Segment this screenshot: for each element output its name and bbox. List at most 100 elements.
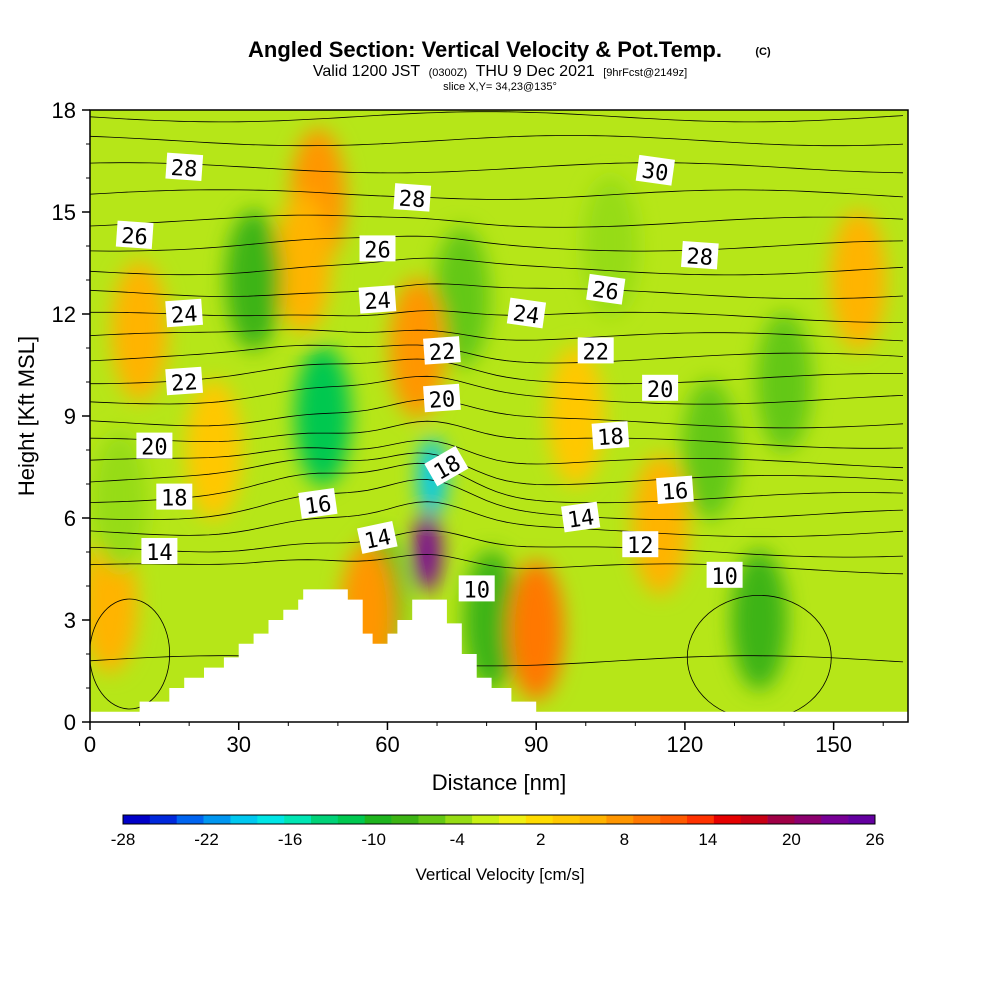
contour-label-text: 12 [627,534,654,559]
colorbar-swatch [123,815,151,824]
x-tick-label: 60 [375,732,399,757]
contour-label: 18 [591,421,630,452]
wvel-cell [185,380,242,520]
contour-label-text: 16 [303,492,333,520]
wvel-cell [413,512,442,592]
contour-label-bg [393,183,432,212]
colorbar-frame [122,814,876,825]
colorbar-swatch [767,815,795,824]
colorbar-swatch [418,815,446,824]
contour-label: 20 [642,374,679,403]
colorbar-swatch [391,815,419,824]
colorbar-swatch [337,815,366,824]
contour-label-text: 20 [141,436,168,461]
contour-label-text: 26 [364,238,391,263]
contour-label-bg [591,421,630,450]
colorbar-swatch [821,815,849,824]
colorbar-swatch [606,815,634,824]
colorbar-swatch [740,815,768,824]
subtitle-forecast: [9hrFcst@2149z] [603,67,687,79]
y-tick-label: 18 [52,98,76,123]
contour-label: 28 [681,240,719,271]
contour-label: 24 [165,298,203,329]
colorbar-swatch [687,815,715,824]
contour-label-text: 22 [582,340,609,365]
colorbar-swatch [284,815,312,824]
contour-label-text: 18 [597,425,625,452]
contour-label: 24 [506,297,547,330]
contour-label: 24 [358,285,397,315]
contour-label-bg [156,483,193,510]
contour-label-bg [165,298,203,328]
colorbar-swatch [525,815,554,824]
theta-contour-line [90,462,904,504]
contour-label: 20 [423,383,461,414]
theta-contour-line [90,189,904,200]
subtitle-utc: (0300Z) [429,67,468,79]
wvel-cell [547,346,604,486]
terrain [90,589,908,722]
contour-label: 22 [423,336,461,366]
wvel-cell [389,278,446,418]
contour-label-bg [635,154,675,186]
chart-subtitle: Valid 1200 JST (0300Z) THU 9 Dec 2021 [9… [313,63,687,80]
colorbar-swatch [230,815,258,824]
contour-label-bg [423,383,461,413]
x-axis-label: Distance [nm] [432,770,567,795]
theta-contour-line [90,479,904,521]
colorbar-swatch [176,815,204,824]
contour-label-bg [165,366,203,396]
x-tick-label: 0 [84,732,96,757]
contour-label-bg [359,235,396,262]
contour-label-bg [298,488,338,519]
colorbar-tick-label: 2 [536,830,545,849]
potential-temperature-contours [90,111,904,720]
contour-label-text: 14 [146,541,173,566]
contour-label-text: 20 [428,387,456,414]
x-tick-label: 150 [815,732,852,757]
wvel-cell [91,431,148,571]
theta-contour-line [90,358,904,385]
contour-label: 14 [141,538,178,566]
contour-label: 14 [561,501,601,534]
colorbar-swatch [257,815,285,824]
contour-label: 28 [165,152,204,183]
x-tick-label: 120 [667,732,704,757]
contour-label: 20 [136,432,173,461]
contour-label-bg [136,432,173,459]
x-axis: 0 30 60 90 120 150 [84,722,884,757]
theta-contour-line [90,553,904,575]
colorbar-swatch [203,815,231,824]
contour-label-text: 10 [711,565,738,590]
y-axis: 0 3 6 9 12 15 18 [52,98,90,735]
theta-contour-line [90,501,904,538]
wvel-cell [275,193,332,333]
theta-contour-line [90,310,903,323]
theta-contour-line [90,162,904,174]
contour-label: 10 [706,561,743,590]
subtitle-valid: Valid 1200 JST [313,63,421,80]
contour-label-text: 30 [640,158,670,186]
contour-label-bg [356,520,398,554]
contour-label-bg [424,445,469,487]
colorbar-tick-label: 14 [698,830,717,849]
contour-label: 18 [156,483,193,512]
contour-label-bg [681,240,719,270]
contour-label-bg [586,273,626,305]
colorbar-swatch [311,815,339,824]
chart-title-unit: (C) [755,46,771,58]
contour-label-text: 10 [463,578,490,603]
contour-label: 16 [656,475,694,506]
contour-label-text: 14 [566,505,596,533]
contour-label-bg [165,152,204,182]
contour-label: 16 [298,488,338,520]
contour-label-text: 24 [170,302,198,329]
theta-contour-line [90,283,904,300]
contour-label: 26 [586,273,626,306]
contour-label-bg [656,475,694,505]
theta-contour-line [90,329,904,342]
theta-contour-line [90,452,904,486]
theta-contour-line [90,235,904,252]
